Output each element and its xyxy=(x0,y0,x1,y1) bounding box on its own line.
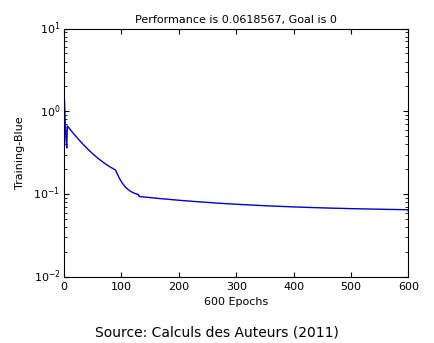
Text: 10$^{-1}$: 10$^{-1}$ xyxy=(33,186,60,202)
Y-axis label: Training-Blue: Training-Blue xyxy=(15,117,25,189)
Text: 10$^{-2}$: 10$^{-2}$ xyxy=(33,269,60,285)
X-axis label: 600 Epochs: 600 Epochs xyxy=(204,297,268,307)
Title: Performance is 0.0618567, Goal is 0: Performance is 0.0618567, Goal is 0 xyxy=(135,15,337,25)
Text: 10$^{0}$: 10$^{0}$ xyxy=(40,103,60,120)
Text: 10$^{1}$: 10$^{1}$ xyxy=(40,20,60,37)
Text: Source: Calculs des Auteurs (2011): Source: Calculs des Auteurs (2011) xyxy=(95,326,339,340)
